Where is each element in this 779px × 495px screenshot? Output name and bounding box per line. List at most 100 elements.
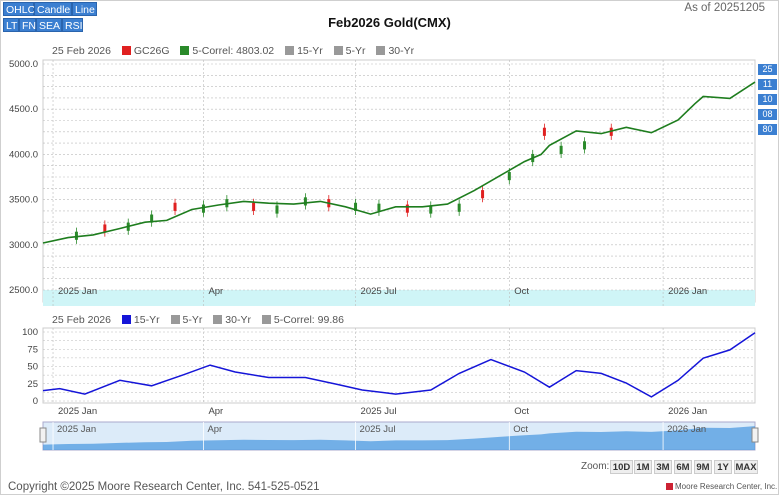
zoom-10d-button[interactable]: 10D — [610, 460, 633, 474]
legend-item[interactable]: GC26G — [133, 45, 170, 57]
zoom-9m-button[interactable]: 9M — [694, 460, 712, 474]
navigator-series — [43, 426, 755, 450]
ohlc-button[interactable]: OHLC — [3, 2, 35, 16]
candle-body — [507, 172, 511, 181]
legend-item[interactable]: 5-Correl: 4803.02 — [192, 45, 275, 57]
candle-body — [583, 141, 587, 150]
zoom-label: Zoom: — [581, 461, 610, 472]
lower-plot-area — [42, 327, 756, 404]
y-tick-label: 25 — [27, 379, 38, 390]
y-tick-label: 3500.0 — [9, 195, 38, 206]
candle-button[interactable]: Candle — [34, 2, 72, 16]
y-tick-label: 5000.0 — [9, 59, 38, 70]
main-plot-area — [42, 59, 756, 303]
legend-swatch[interactable] — [261, 315, 271, 324]
copyright-text: Copyright ©2025 Moore Research Center, I… — [8, 481, 320, 493]
brand-credit: Moore Research Center, Inc. — [666, 482, 777, 491]
navigator-handle-left[interactable] — [39, 427, 47, 443]
navigator-tick-label: Apr — [207, 424, 222, 435]
legend-item[interactable]: 15-Yr — [297, 45, 323, 57]
y-tick-label: 3000.0 — [9, 240, 38, 251]
lt-button[interactable]: LT — [3, 18, 19, 32]
x-tick-label: 2025 Jan — [58, 406, 97, 417]
y-tick-label: 2500.0 — [9, 285, 38, 296]
rsi-button[interactable]: RSI — [62, 18, 83, 32]
navigator-tick-label: 2025 Jul — [360, 424, 396, 435]
candle-body — [252, 202, 256, 211]
lower-range-band — [43, 290, 755, 306]
year-button-80[interactable]: 80 — [758, 124, 777, 135]
legend-item[interactable]: 5-Yr — [345, 45, 366, 57]
candle-body — [201, 204, 205, 213]
legend-item[interactable]: 5-Correl: 99.86 — [273, 314, 344, 326]
zoom-6m-button[interactable]: 6M — [674, 460, 692, 474]
brand-logo-icon — [666, 483, 673, 490]
main-legend: 25 Feb 2026 GC26G 5-Correl: 4803.02 15-Y… — [52, 45, 414, 57]
year-button-11[interactable]: 11 — [758, 79, 777, 90]
lower-legend: 25 Feb 2026 15-Yr 5-Yr 30-Yr 5-Correl: 9… — [52, 314, 344, 326]
zoom-1y-button[interactable]: 1Y — [714, 460, 732, 474]
candle-body — [559, 145, 563, 154]
candle-body — [429, 205, 433, 214]
legend-item[interactable]: 15-Yr — [133, 314, 160, 326]
candle-body — [542, 127, 546, 136]
candle-body — [275, 205, 279, 214]
legend-item[interactable]: 30-Yr — [388, 45, 415, 57]
legend-swatch[interactable] — [213, 315, 223, 324]
y-tick-label: 75 — [27, 344, 38, 355]
legend-swatch[interactable] — [121, 315, 131, 324]
line-button[interactable]: Line — [72, 2, 97, 16]
x-tick-label: Oct — [514, 286, 529, 297]
x-tick-label: 2025 Jul — [361, 286, 397, 297]
series-line-5-correl — [42, 81, 756, 244]
navigator-handle-right[interactable] — [751, 427, 759, 443]
fn-button[interactable]: FN — [19, 18, 36, 32]
candle-body — [173, 202, 177, 211]
zoom-max-button[interactable]: MAX — [734, 460, 758, 474]
navigator-tick-label: 2025 Jan — [57, 424, 96, 435]
x-tick-label: Apr — [208, 286, 223, 297]
candle-body — [103, 224, 107, 233]
y-tick-label: 0 — [33, 396, 38, 407]
x-tick-label: Apr — [208, 406, 223, 417]
sea-button[interactable]: SEA — [36, 18, 62, 32]
legend-item[interactable]: 5-Yr — [182, 314, 203, 326]
zoom-1m-button[interactable]: 1M — [634, 460, 652, 474]
candle-body — [377, 203, 381, 212]
x-tick-label: 2026 Jan — [668, 406, 707, 417]
zoom-3m-button[interactable]: 3M — [654, 460, 672, 474]
y-tick-label: 100 — [22, 327, 38, 338]
candle-body — [74, 231, 78, 240]
legend-swatch[interactable] — [180, 46, 190, 55]
legend-item[interactable]: 30-Yr — [225, 314, 251, 326]
legend-date: 25 Feb 2026 — [52, 314, 111, 326]
legend-swatch[interactable] — [285, 46, 295, 55]
chart-title: Feb2026 Gold(CMX) — [328, 15, 451, 30]
x-tick-label: 2025 Jan — [58, 286, 97, 297]
year-button-10[interactable]: 10 — [758, 94, 777, 105]
candle-body — [303, 197, 307, 206]
legend-swatch[interactable] — [376, 46, 386, 55]
x-tick-label: Oct — [514, 406, 529, 417]
candle-body — [405, 204, 409, 213]
year-button-08[interactable]: 08 — [758, 109, 777, 120]
candle-body — [481, 190, 485, 199]
year-button-25[interactable]: 25 — [758, 64, 777, 75]
candle-body — [354, 202, 358, 211]
navigator-tick-label: Oct — [513, 424, 528, 435]
x-tick-label: 2026 Jan — [668, 286, 707, 297]
legend-swatch[interactable] — [170, 315, 180, 324]
legend-date: 25 Feb 2026 — [52, 45, 111, 57]
series-line-15-yr — [42, 332, 756, 398]
legend-swatch[interactable] — [333, 46, 343, 55]
navigator-tick-label: 2026 Jan — [667, 424, 706, 435]
y-tick-label: 4500.0 — [9, 104, 38, 115]
candle-body — [457, 203, 461, 212]
y-tick-label: 50 — [27, 362, 38, 373]
candle-body — [150, 214, 154, 223]
legend-swatch[interactable] — [121, 46, 131, 55]
y-tick-label: 4000.0 — [9, 149, 38, 160]
x-tick-label: 2025 Jul — [361, 406, 397, 417]
brand-name: Moore Research Center, Inc. — [675, 482, 778, 491]
